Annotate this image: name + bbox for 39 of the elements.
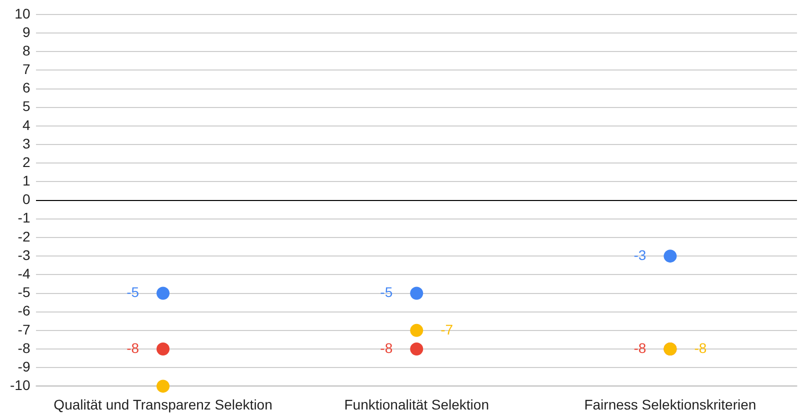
y-tick-label: -7 — [18, 321, 30, 338]
y-tick-label: -9 — [18, 358, 30, 374]
point — [156, 380, 170, 393]
y-tick-label: -8 — [18, 340, 30, 356]
data-label: -5 — [380, 284, 393, 300]
point — [664, 250, 677, 263]
data-label: -5 — [126, 284, 140, 300]
y-tick-label: 2 — [22, 154, 30, 170]
point — [410, 342, 424, 356]
y-tick-label: -2 — [18, 228, 30, 244]
y-tick-label: -3 — [18, 246, 30, 263]
data-label: -8 — [126, 340, 140, 356]
data-label: -8 — [634, 340, 646, 356]
x-tick-label: Fairness Selektionskriterien — [584, 396, 756, 412]
y-tick-label: 6 — [22, 80, 30, 96]
point — [156, 286, 170, 300]
y-tick-label: 9 — [22, 24, 30, 40]
x-tick-label: Qualität und Transparenz Selektion — [54, 396, 272, 412]
data-label: -7 — [440, 321, 454, 338]
y-tick-label: 7 — [22, 61, 30, 78]
y-tick-label: 5 — [22, 98, 30, 114]
y-tick-label: 10 — [14, 5, 30, 22]
y-tick-label: -6 — [18, 302, 30, 319]
data-label: -8 — [380, 340, 393, 356]
y-tick-label: 4 — [22, 116, 30, 133]
y-tick-label: -4 — [18, 266, 30, 282]
data-label: -8 — [694, 340, 707, 356]
x-tick-label: Funktionalität Selektion — [344, 396, 489, 412]
point — [156, 342, 170, 356]
y-tick-label: -1 — [18, 210, 30, 226]
y-tick-label: -5 — [18, 284, 30, 300]
data-label: -3 — [634, 246, 646, 263]
point — [410, 324, 424, 337]
y-tick-label: 0 — [22, 191, 30, 208]
y-tick-label: 3 — [22, 135, 30, 152]
y-tick-label: -10 — [10, 377, 30, 394]
y-tick-label: 1 — [22, 172, 30, 189]
point — [410, 286, 424, 300]
y-tick-label: 8 — [22, 42, 30, 58]
